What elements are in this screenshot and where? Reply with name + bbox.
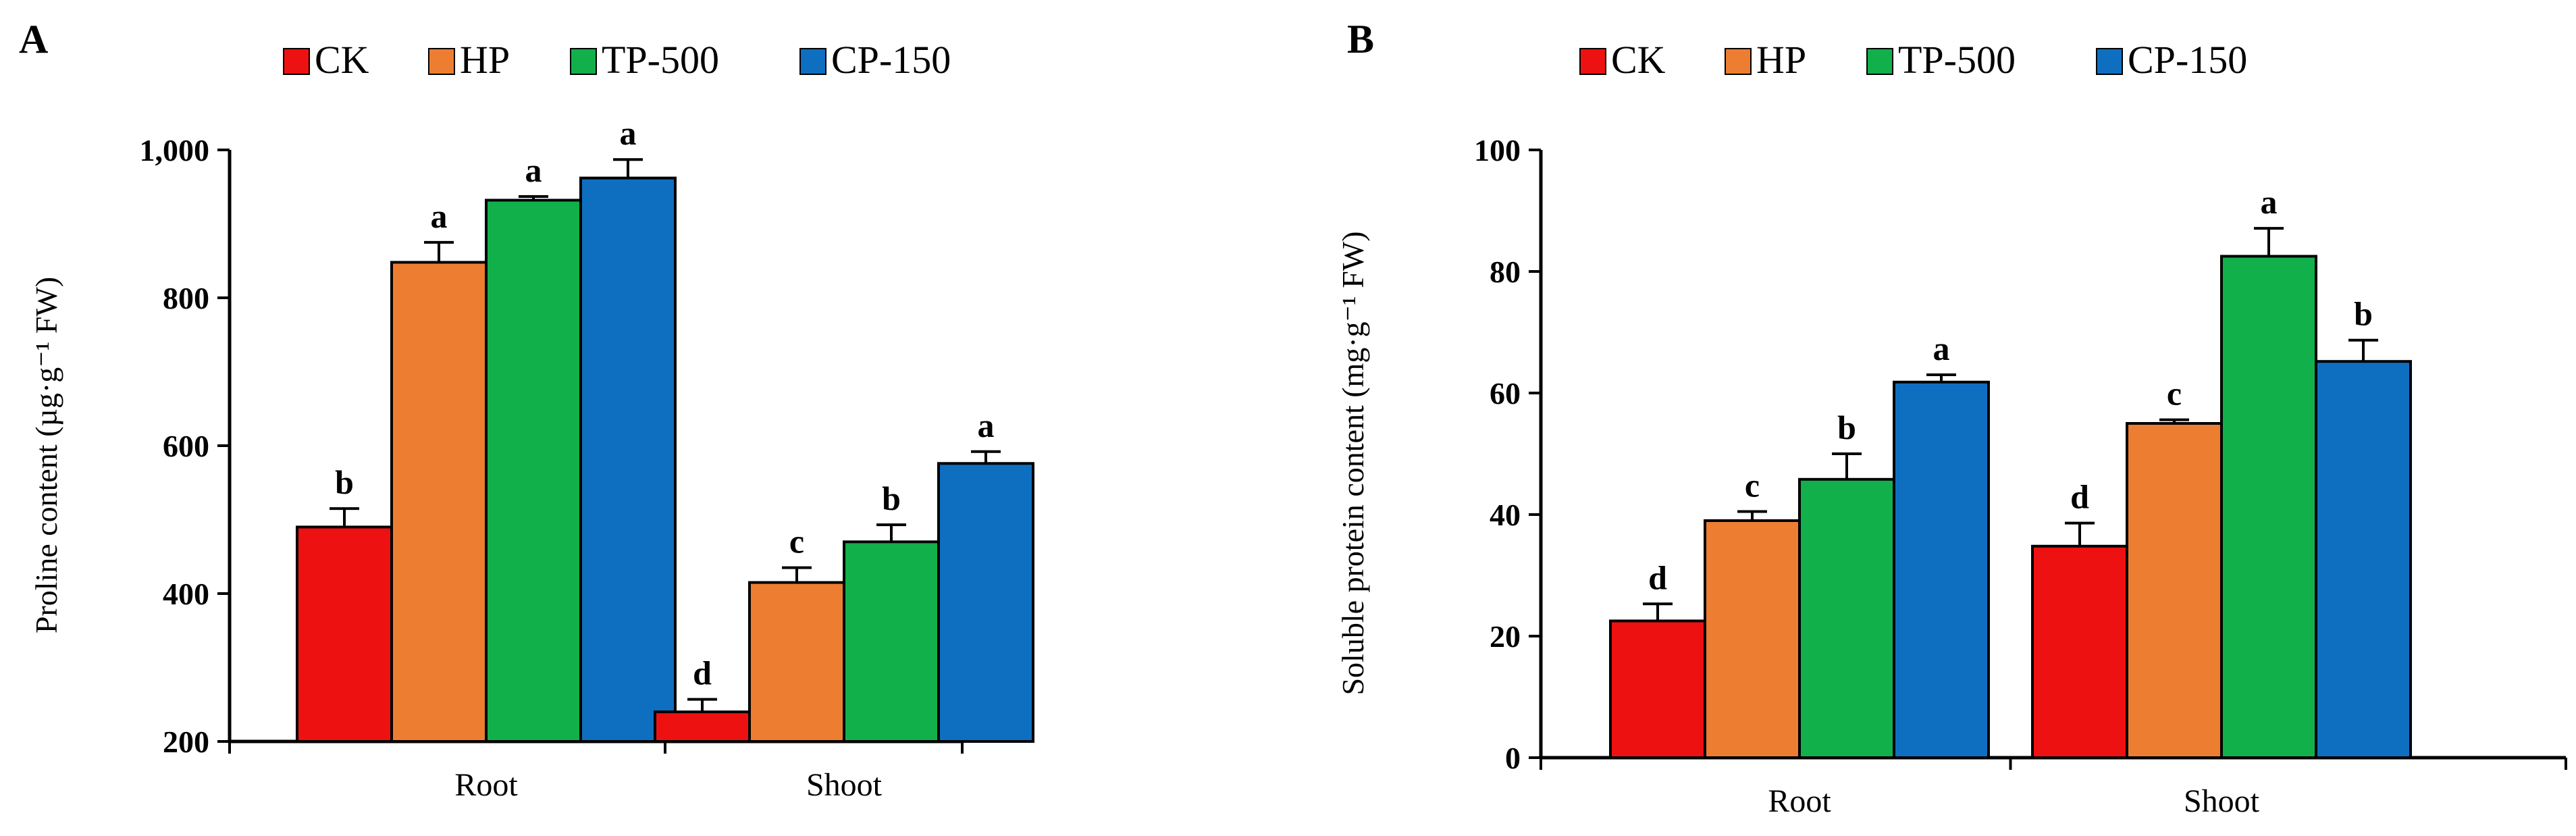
y-tick-label: 20 (1490, 619, 1521, 654)
y-tick-label: 60 (1490, 376, 1521, 411)
y-tick-label: 200 (163, 725, 209, 759)
significance-letter: d (2070, 478, 2089, 516)
x-category-label-root: Root (454, 767, 518, 803)
bar-tp-500-root (485, 199, 582, 743)
bar-cp-150-root (579, 176, 677, 743)
significance-letter: b (2354, 295, 2373, 333)
bar-tp-500-root (1798, 477, 1895, 759)
x-category-label-root: Root (1768, 783, 1831, 819)
significance-letter: b (335, 463, 354, 501)
y-tick-label: 100 (1474, 133, 1521, 167)
significance-letter: c (789, 523, 804, 560)
significance-letter: a (431, 197, 448, 235)
bar-cp-150-root (1893, 380, 1990, 759)
significance-letter: d (1648, 558, 1667, 596)
bar-hp-root (1704, 519, 1801, 759)
significance-letter: a (2261, 183, 2278, 221)
legend-label-tp-500: TP-500 (1898, 38, 2016, 82)
y-tick-label: 80 (1490, 255, 1521, 289)
bar-ck-shoot (2031, 544, 2128, 759)
y-tick-label: 600 (163, 429, 209, 463)
panel-letter: B (1347, 17, 1374, 61)
x-category-label-shoot: Shoot (806, 767, 883, 803)
y-tick-label: 800 (163, 281, 209, 315)
x-category-label-shoot: Shoot (2184, 783, 2260, 819)
legend: CK HP TP-500 CP-150 (283, 38, 951, 82)
legend-swatch-hp (428, 48, 455, 75)
legend-label-tp-500: TP-500 (602, 38, 719, 82)
legend-label-cp-150: CP-150 (831, 38, 951, 82)
legend-swatch-cp-150 (2096, 48, 2123, 75)
bar-ck-shoot (654, 710, 751, 743)
legend-swatch-ck (1579, 48, 1606, 75)
y-axis-label: Soluble protein content (mg·g⁻¹ FW) (1336, 231, 1370, 695)
bar-hp-shoot (748, 581, 845, 743)
bar-cp-150-shoot (937, 462, 1034, 743)
significance-letter: a (1933, 330, 1950, 367)
significance-letter: c (1745, 467, 1760, 504)
bar-tp-500-shoot (2220, 255, 2317, 759)
bar-ck-root (1609, 619, 1706, 759)
y-tick-label: 1,000 (140, 133, 210, 167)
bar-tp-500-shoot (843, 540, 940, 743)
legend: CK HP TP-500 CP-150 (1579, 38, 2247, 82)
y-axis-label: Proline content (µg·g⁻¹ FW) (29, 277, 63, 633)
legend-swatch-ck (283, 48, 310, 75)
significance-letter: d (693, 654, 712, 692)
significance-letter: c (2167, 375, 2182, 413)
legend-swatch-tp-500 (570, 48, 597, 75)
bar-hp-shoot (2126, 422, 2223, 759)
chart-panel-a: A CK HP TP-500 CP-150 Proline content (µg·g⁻¹… (19, 17, 1034, 803)
significance-letter: a (978, 407, 995, 444)
legend-label-cp-150: CP-150 (2128, 38, 2247, 82)
legend-swatch-tp-500 (1866, 48, 1893, 75)
significance-letter: a (620, 114, 637, 152)
bar-hp-root (390, 261, 488, 743)
legend-label-ck: CK (315, 38, 369, 82)
legend-swatch-hp (1725, 48, 1752, 75)
bar-ck-root (296, 525, 393, 743)
significance-letter: b (1837, 409, 1856, 446)
y-tick-label: 40 (1490, 498, 1521, 532)
y-tick-label: 400 (163, 577, 209, 611)
legend-label-hp: HP (460, 38, 510, 82)
legend-label-ck: CK (1611, 38, 1666, 82)
y-tick-label: 0 (1505, 741, 1521, 775)
panel-letter: A (19, 17, 48, 61)
legend-swatch-cp-150 (799, 48, 826, 75)
legend-label-hp: HP (1756, 38, 1806, 82)
bar-cp-150-shoot (2315, 360, 2412, 759)
chart-panel-b: B CK HP TP-500 CP-150 Soluble protein content… (1336, 17, 2567, 819)
significance-letter: b (882, 479, 901, 517)
significance-letter: a (525, 151, 542, 189)
